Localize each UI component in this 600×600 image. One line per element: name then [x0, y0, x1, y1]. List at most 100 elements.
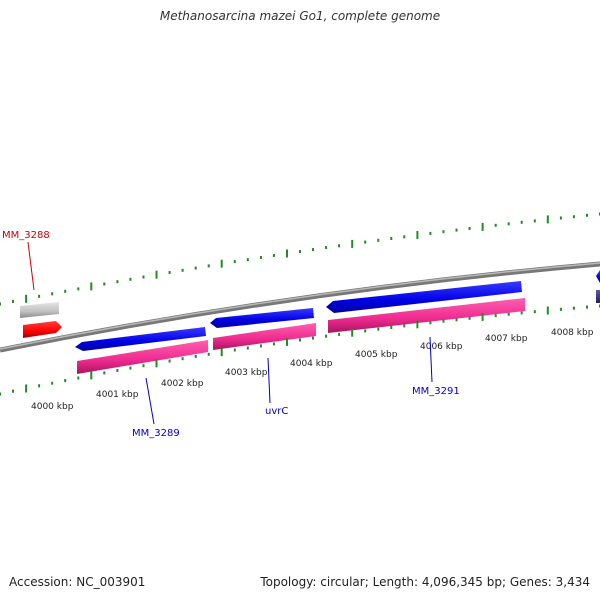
minor-tick — [455, 228, 458, 232]
accession-label: Accession: — [9, 575, 73, 589]
minor-tick — [403, 235, 406, 239]
major-tick — [351, 328, 354, 337]
minor-tick — [64, 379, 67, 383]
minor-tick — [116, 369, 119, 372]
tick-label-4003: 4003 kbp — [225, 368, 268, 378]
major-tick — [90, 282, 93, 291]
tick-label-4004: 4004 kbp — [290, 359, 333, 369]
major-tick — [220, 259, 223, 268]
minor-tick — [364, 240, 367, 244]
feature-red-mm3288[interactable] — [23, 321, 62, 338]
minor-tick — [12, 299, 14, 303]
minor-tick — [586, 213, 588, 217]
major-tick — [220, 348, 223, 357]
minor-tick — [181, 268, 184, 272]
minor-tick — [38, 294, 41, 298]
leader-mm3289 — [145, 377, 155, 425]
minor-tick — [442, 319, 445, 323]
minor-tick — [64, 289, 67, 293]
minor-tick — [246, 258, 249, 262]
minor-tick — [429, 321, 432, 325]
minor-tick — [51, 292, 54, 296]
accession-info: Accession: NC_003901 — [9, 575, 145, 589]
minor-tick — [129, 366, 132, 370]
minor-tick — [442, 230, 445, 234]
cds-uvrc[interactable] — [213, 323, 316, 350]
cds-mm3291[interactable] — [328, 298, 525, 333]
minor-tick — [312, 336, 314, 340]
minor-tick — [0, 302, 1, 306]
minor-tick — [533, 310, 536, 314]
minor-tick — [233, 348, 236, 352]
minor-tick — [429, 231, 432, 235]
major-tick — [155, 270, 158, 279]
major-tick — [286, 337, 288, 346]
minor-tick — [77, 376, 80, 380]
topology-value: circular — [320, 575, 365, 589]
major-tick — [25, 294, 28, 303]
gene-label-mm3289[interactable]: MM_3289 — [132, 428, 180, 439]
genes-value: 3,434 — [555, 575, 590, 589]
minor-tick — [77, 287, 80, 291]
major-tick — [25, 384, 28, 393]
minor-tick — [103, 282, 106, 286]
genome-backbone — [0, 261, 600, 353]
minor-tick — [272, 254, 275, 257]
major-tick — [481, 222, 484, 231]
length-value: 4,096,345 bp — [421, 575, 502, 589]
minor-tick — [572, 215, 575, 219]
minor-tick — [520, 311, 523, 315]
minor-tick — [38, 384, 41, 388]
tick-label-4006: 4006 kbp — [420, 342, 463, 352]
minor-tick — [468, 316, 471, 320]
minor-tick — [364, 329, 367, 333]
feature-blue-3[interactable] — [326, 281, 522, 313]
minor-tick — [325, 246, 328, 250]
genes-label: Genes: — [509, 575, 552, 589]
minor-tick — [272, 342, 275, 346]
gene-label-uvrc[interactable]: uvrC — [265, 406, 288, 417]
major-tick — [90, 371, 93, 380]
minor-tick — [455, 318, 458, 322]
minor-tick — [377, 327, 380, 331]
leader-uvrc — [267, 357, 271, 404]
map-title: Methanosarcina mazei Go1, complete genom… — [159, 9, 441, 23]
scale-tick-labels: 4000 kbp 4001 kbp 4002 kbp 4003 kbp 4004 kbp… — [31, 328, 594, 412]
minor-tick — [233, 260, 236, 264]
minor-tick — [51, 381, 54, 385]
tick-label-4005: 4005 kbp — [355, 350, 398, 360]
cds-mm3289[interactable] — [77, 340, 208, 374]
minor-tick — [168, 359, 171, 363]
gene-label-leaders — [27, 241, 433, 425]
gene-label-mm3288[interactable]: MM_3288 — [2, 230, 50, 241]
minor-tick — [103, 371, 106, 375]
feature-grey-mm3288[interactable] — [20, 302, 59, 318]
major-tick — [286, 249, 288, 258]
minor-tick — [403, 324, 406, 328]
minor-tick — [507, 312, 510, 316]
minor-tick — [246, 346, 249, 350]
stats-sep-1: ; — [364, 575, 373, 589]
minor-tick — [299, 250, 301, 253]
minor-tick — [142, 364, 145, 368]
minor-tick — [494, 314, 497, 318]
minor-tick — [168, 271, 171, 274]
minor-tick — [533, 219, 536, 223]
feature-blue-1[interactable] — [75, 327, 206, 351]
minor-tick — [207, 352, 210, 356]
feature-navy-edge[interactable] — [596, 290, 600, 303]
forward-strand-features — [20, 270, 600, 351]
minor-tick — [207, 264, 210, 268]
minor-tick — [259, 256, 262, 259]
minor-tick — [377, 238, 380, 242]
minor-tick — [129, 277, 132, 281]
minor-tick — [338, 244, 341, 248]
feature-blue-2[interactable] — [210, 308, 314, 328]
genome-backbone-highlight — [0, 262, 600, 350]
feature-blue-edge[interactable] — [596, 270, 600, 283]
minor-tick — [142, 275, 145, 279]
gene-label-mm3291[interactable]: MM_3291 — [412, 386, 460, 397]
minor-tick — [116, 280, 119, 284]
minor-tick — [572, 306, 575, 310]
